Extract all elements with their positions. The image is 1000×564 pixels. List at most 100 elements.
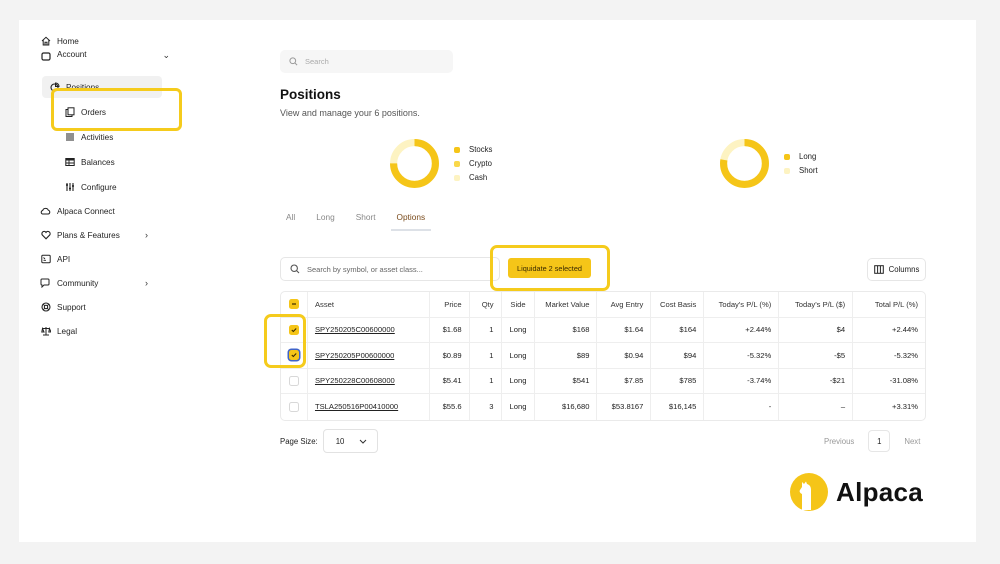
legend-long: Long — [784, 152, 818, 161]
asset-donut — [390, 139, 439, 188]
avg-entry-cell: $53.8167 — [597, 394, 652, 420]
sidebar-item-home[interactable]: Home — [40, 30, 170, 52]
sidebar-item-label: Activities — [81, 132, 114, 142]
market-value-cell: $16,680 — [535, 394, 598, 420]
select-all-checkbox[interactable] — [288, 299, 299, 310]
side-donut — [720, 139, 769, 188]
columns-button[interactable]: Columns — [867, 258, 926, 281]
row-checkbox[interactable] — [288, 401, 299, 412]
sidebar-item-plans-features[interactable]: Plans & Features › — [40, 224, 170, 246]
asset-link[interactable]: SPY250228C00608000 — [307, 368, 430, 394]
sidebar-item-balances[interactable]: Balances — [64, 151, 194, 173]
sliders-icon — [64, 182, 75, 193]
list-icon — [64, 132, 75, 143]
side-legend: Long Short — [784, 152, 818, 175]
sidebar-item-activities[interactable]: Activities — [64, 126, 194, 148]
sidebar-item-api[interactable]: API — [40, 248, 170, 270]
liquidate-selected-button[interactable]: Liquidate 2 selected — [508, 258, 591, 278]
col-price[interactable]: Price — [429, 292, 470, 318]
sidebar-item-positions[interactable]: Positions — [42, 76, 162, 98]
table-row[interactable]: SPY250205P00600000 $0.89 1 Long $89 $0.9… — [281, 343, 925, 369]
price-cell: $55.6 — [430, 394, 470, 420]
sidebar-item-label: Legal — [57, 326, 78, 336]
lifebuoy-icon — [40, 302, 51, 313]
terminal-icon — [40, 254, 51, 265]
total-pl-pct-cell: -5.32% — [853, 343, 925, 369]
brand-name: Alpaca — [836, 476, 924, 507]
sidebar-item-label: Plans & Features — [57, 230, 120, 240]
total-pl-pct-cell: +3.31% — [892, 402, 918, 412]
columns-label: Columns — [888, 265, 920, 274]
row-checkbox[interactable] — [288, 350, 299, 361]
alpaca-logo: Alpaca — [789, 472, 923, 512]
page-size-value: 10 — [335, 436, 345, 446]
asset-link[interactable]: TSLA250516P00410000 — [308, 394, 430, 420]
table-row[interactable]: SPY250205C00600000 $1.68 1 Long $168 $1.… — [281, 317, 925, 343]
col-cost-basis[interactable]: Cost Basis — [651, 292, 705, 318]
today-pl-usd-cell: -$21 — [779, 368, 854, 394]
col-avg-entry[interactable]: Avg Entry — [597, 292, 652, 318]
asset-link[interactable]: SPY250205P00600000 — [307, 343, 430, 369]
sidebar-item-community[interactable]: Community › — [40, 272, 170, 294]
cost-basis-cell: $164 — [651, 317, 705, 343]
col-today-pl-usd[interactable]: Today's P/L ($) — [779, 292, 854, 318]
previous-page-button[interactable]: Previous — [824, 436, 855, 446]
global-search-input[interactable]: Search — [280, 50, 453, 73]
sidebar-item-label: Support — [57, 302, 86, 312]
tab-all[interactable]: All — [286, 212, 296, 222]
today-pl-pct-cell: -3.74% — [704, 368, 780, 394]
col-asset[interactable]: Asset — [307, 292, 430, 318]
asset-legend: Stocks Crypto Cash — [454, 145, 492, 182]
table-search-input[interactable]: Search by symbol, or asset class... — [280, 257, 500, 281]
col-total-pl-pct[interactable]: Total P/L (%) — [853, 292, 925, 318]
sidebar-item-configure[interactable]: Configure — [64, 176, 194, 198]
row-checkbox[interactable] — [288, 324, 299, 335]
heart-icon — [40, 230, 51, 241]
tab-options[interactable]: Options — [390, 206, 432, 231]
sidebar-item-legal[interactable]: Legal — [40, 320, 170, 342]
row-checkbox[interactable] — [288, 375, 299, 386]
chevron-down-icon: ⌄ — [162, 50, 170, 60]
tab-short[interactable]: Short — [355, 212, 376, 222]
side-cell: Long — [501, 317, 536, 343]
sidebar-item-label: Alpaca Connect — [57, 206, 115, 216]
col-market-value[interactable]: Market Value — [535, 292, 598, 318]
cost-basis-cell: $785 — [651, 368, 705, 394]
market-value-cell: $541 — [535, 368, 598, 394]
sidebar-item-orders[interactable]: Orders — [64, 101, 194, 123]
page-size-select[interactable]: 10 — [322, 429, 378, 453]
total-pl-pct-cell: -31.08% — [853, 369, 925, 394]
positions-table: Asset Price Qty Side Market Value Avg En… — [280, 291, 926, 421]
col-side[interactable]: Side — [501, 292, 536, 318]
sidebar-item-account[interactable]: Account ⌄ — [40, 50, 170, 62]
table-row[interactable]: TSLA250516P00410000 $55.6 3 Long $16,680… — [281, 394, 925, 420]
sidebar-item-label: Configure — [81, 182, 117, 192]
sidebar-item-alpaca-connect[interactable]: Alpaca Connect — [40, 200, 170, 222]
today-pl-pct-cell: -5.32% — [704, 343, 780, 369]
price-cell: $5.41 — [429, 368, 470, 394]
avg-entry-cell: $0.94 — [597, 343, 652, 369]
side-allocation-chart: Long Short — [719, 138, 818, 189]
legend-crypto: Crypto — [454, 159, 492, 168]
table-row[interactable]: SPY250228C00608000 $5.41 1 Long $541 $7.… — [281, 368, 925, 394]
chevron-down-icon — [359, 439, 367, 444]
avg-entry-cell: $1.64 — [597, 317, 652, 343]
sidebar-item-support[interactable]: Support — [40, 296, 170, 318]
side-cell: Long — [501, 368, 536, 394]
price-cell: $1.68 — [429, 317, 470, 343]
columns-icon — [873, 265, 884, 274]
cost-basis-cell: $94 — [651, 343, 705, 369]
chat-icon — [40, 278, 51, 289]
tab-long[interactable]: Long — [316, 212, 335, 222]
alpaca-logo-icon — [790, 473, 828, 511]
today-pl-usd-cell: $4 — [779, 317, 854, 343]
col-qty[interactable]: Qty — [469, 292, 502, 318]
next-page-button[interactable]: Next — [904, 436, 921, 446]
page-subtitle: View and manage your 6 positions. — [280, 108, 420, 118]
page-1-button[interactable]: 1 — [868, 430, 891, 452]
orders-icon — [64, 107, 75, 118]
side-cell: Long — [501, 343, 536, 369]
search-placeholder: Search — [305, 57, 329, 66]
col-today-pl-pct[interactable]: Today's P/L (%) — [704, 292, 780, 318]
asset-link[interactable]: SPY250205C00600000 — [307, 317, 430, 343]
